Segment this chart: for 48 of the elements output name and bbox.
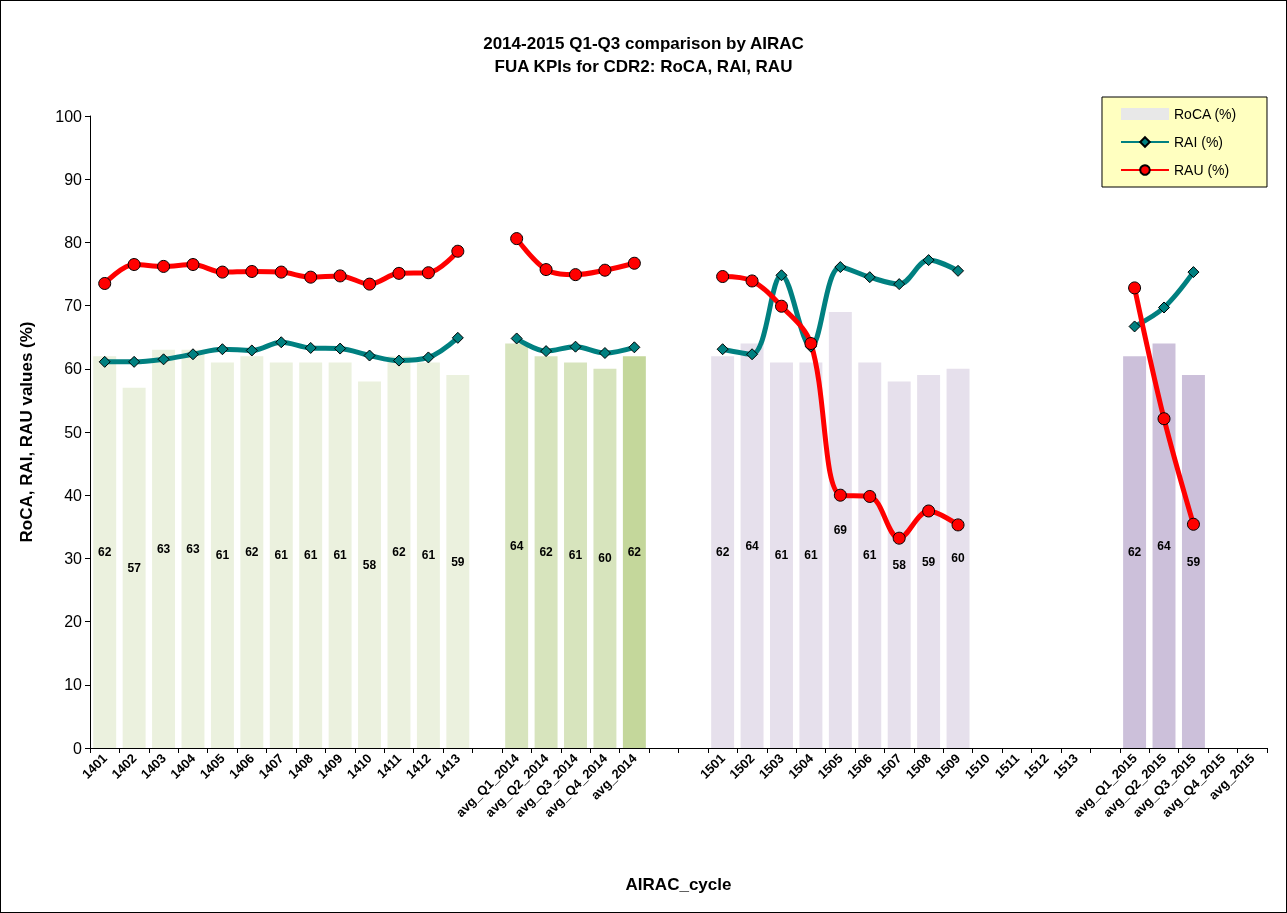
data-label: 62 bbox=[539, 545, 554, 560]
data-label: 62 bbox=[627, 545, 642, 560]
y-tick-label: 80 bbox=[64, 233, 83, 251]
data-label: 61 bbox=[421, 548, 436, 563]
y-tick-label: 30 bbox=[64, 549, 83, 567]
data-label: 62 bbox=[715, 545, 730, 560]
chart-subtitle: FUA KPIs for CDR2: RoCA, RAI, RAU bbox=[494, 57, 793, 76]
data-label: 61 bbox=[774, 548, 789, 563]
legend-label: RAI (%) bbox=[1173, 134, 1223, 150]
data-label: 60 bbox=[951, 551, 966, 566]
data-label: 62 bbox=[392, 545, 406, 560]
y-tick-label: 70 bbox=[64, 297, 83, 315]
data-label: 63 bbox=[156, 541, 171, 556]
data-label: 59 bbox=[451, 554, 465, 569]
data-label: 61 bbox=[304, 548, 318, 563]
data-label: 58 bbox=[362, 557, 377, 572]
data-label: 62 bbox=[245, 545, 259, 560]
data-label: 57 bbox=[127, 560, 142, 575]
legend-label: RoCA (%) bbox=[1173, 106, 1237, 122]
data-label: 62 bbox=[1127, 545, 1142, 560]
data-label: 64 bbox=[1157, 538, 1172, 553]
data-label: 64 bbox=[745, 538, 760, 553]
y-tick-label: 100 bbox=[55, 107, 83, 125]
data-label: 60 bbox=[598, 551, 612, 566]
data-label: 61 bbox=[863, 548, 877, 563]
data-label: 62 bbox=[98, 545, 112, 560]
x-axis-title: AIRAC_cycle bbox=[625, 875, 732, 894]
data-label: 61 bbox=[333, 548, 348, 563]
chart-title: 2014-2015 Q1-Q3 comparison by AIRAC bbox=[483, 34, 804, 53]
data-label: 58 bbox=[892, 557, 907, 572]
y-tick-label: 0 bbox=[73, 739, 83, 757]
y-tick-label: 90 bbox=[64, 170, 83, 188]
y-tick-label: 40 bbox=[64, 486, 83, 504]
data-label: 69 bbox=[833, 522, 848, 537]
data-label: 63 bbox=[186, 541, 200, 556]
data-label: 61 bbox=[804, 548, 818, 563]
data-label: 59 bbox=[1186, 554, 1201, 569]
data-label: 64 bbox=[509, 538, 524, 553]
y-axis-title: RoCA, RAI, RAU values (%) bbox=[17, 321, 36, 543]
data-label: 59 bbox=[921, 554, 936, 569]
y-tick-label: 20 bbox=[64, 613, 83, 631]
data-label: 61 bbox=[215, 548, 230, 563]
data-label: 61 bbox=[568, 548, 583, 563]
data-label: 61 bbox=[274, 548, 289, 563]
y-tick-label: 50 bbox=[64, 423, 83, 441]
legend-label: RAU (%) bbox=[1173, 162, 1230, 178]
y-tick-label: 10 bbox=[64, 676, 83, 694]
y-tick-label: 60 bbox=[64, 360, 83, 378]
